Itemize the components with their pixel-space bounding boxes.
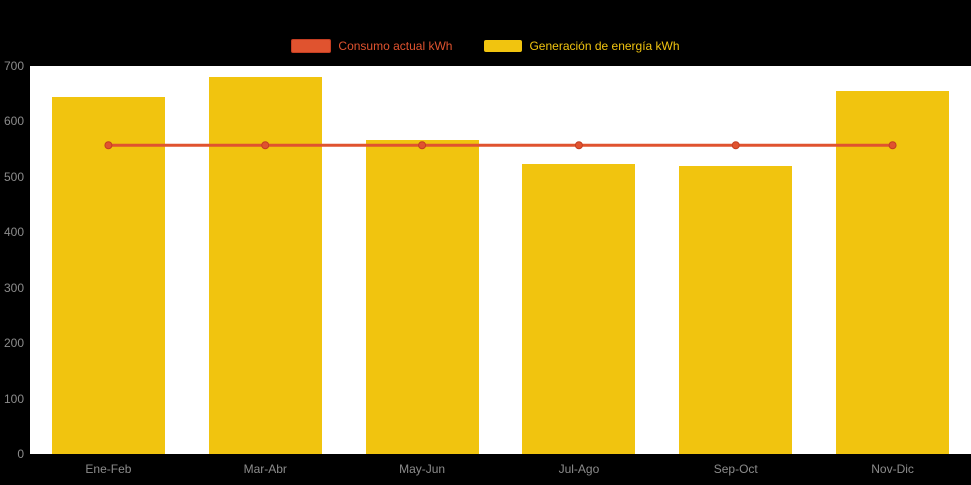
bar-may-jun bbox=[365, 139, 479, 454]
legend-label-consumo-actual: Consumo actual kWh bbox=[338, 39, 453, 53]
x-axis: Ene-Feb Mar-Abr May-Jun Jul-Ago Sep-Oct Nov-D… bbox=[30, 462, 971, 478]
legend: Consumo actual kWh Generación de energía… bbox=[0, 39, 971, 53]
y-axis: 0 100 200 300 400 500 600 700 bbox=[0, 0, 26, 485]
line-point-marker bbox=[104, 141, 113, 150]
legend-item-consumo-actual[interactable]: Consumo actual kWh bbox=[291, 39, 452, 53]
y-axis-tick-label: 100 bbox=[3, 391, 24, 406]
y-axis-tick-label: 400 bbox=[3, 225, 24, 240]
legend-label-generacion-energia: Generación de energía kWh bbox=[529, 39, 680, 53]
bar-nov-dic bbox=[836, 90, 950, 454]
line-point-marker bbox=[418, 141, 427, 150]
line-series-swatch-icon bbox=[291, 39, 332, 53]
bar-sep-oct bbox=[679, 165, 793, 454]
line-series bbox=[104, 141, 897, 150]
x-axis-label-nov-dic: Nov-Dic bbox=[871, 462, 914, 476]
x-axis-label-may-jun: May-Jun bbox=[399, 462, 446, 476]
y-axis-tick-label: 500 bbox=[3, 169, 24, 184]
line-point-marker bbox=[574, 141, 583, 150]
y-axis-tick-label: 300 bbox=[3, 280, 24, 295]
line-point-marker bbox=[731, 141, 740, 150]
legend-item-generacion-energia[interactable]: Generación de energía kWh bbox=[484, 39, 680, 53]
x-axis-label-jul-ago: Jul-Ago bbox=[558, 462, 600, 476]
bar-series-swatch-icon bbox=[484, 40, 523, 52]
y-axis-tick-label: 200 bbox=[3, 336, 24, 351]
plot-area bbox=[30, 66, 971, 454]
line-point-marker bbox=[261, 141, 270, 150]
y-axis-tick-label: 0 bbox=[17, 447, 24, 461]
line-point-marker bbox=[888, 141, 897, 150]
x-axis-label-ene-feb: Ene-Feb bbox=[85, 462, 132, 476]
x-axis-label-mar-abr: Mar-Abr bbox=[243, 462, 287, 476]
y-axis-tick-label: 600 bbox=[3, 114, 24, 129]
bar-jul-ago bbox=[522, 163, 636, 454]
bar-mar-abr bbox=[208, 77, 322, 454]
bar-ene-feb bbox=[51, 96, 165, 454]
y-axis-tick-label: 700 bbox=[3, 59, 24, 73]
x-axis-label-sep-oct: Sep-Oct bbox=[713, 462, 758, 476]
